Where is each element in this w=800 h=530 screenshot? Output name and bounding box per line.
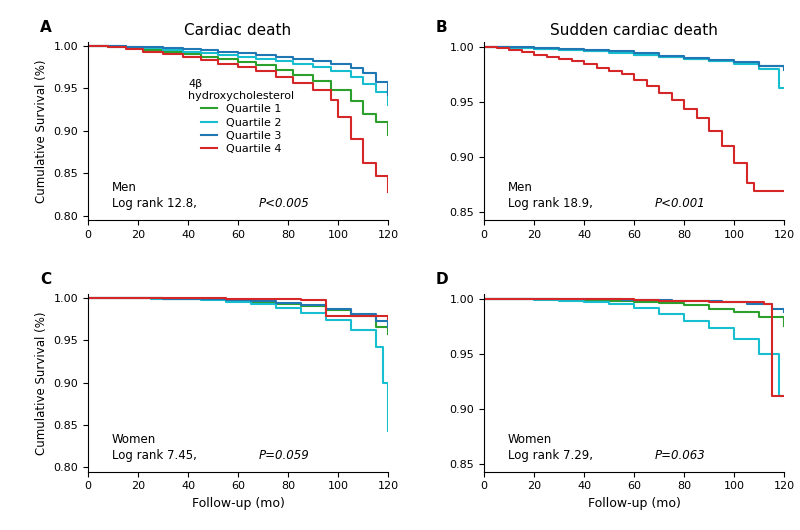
Text: P<0.001: P<0.001 bbox=[655, 197, 706, 210]
Y-axis label: Cumulative Survival (%): Cumulative Survival (%) bbox=[35, 59, 48, 203]
Text: Log rank 12.8,: Log rank 12.8, bbox=[112, 197, 197, 210]
Y-axis label: Cumulative Survival (%): Cumulative Survival (%) bbox=[35, 311, 48, 455]
Text: Women: Women bbox=[508, 432, 552, 446]
Text: D: D bbox=[436, 272, 449, 287]
Text: Log rank 18.9,: Log rank 18.9, bbox=[508, 197, 593, 210]
Text: Women: Women bbox=[112, 432, 156, 446]
Text: Log rank 7.45,: Log rank 7.45, bbox=[112, 448, 197, 462]
Text: Men: Men bbox=[508, 181, 533, 194]
X-axis label: Follow-up (mo): Follow-up (mo) bbox=[191, 497, 285, 510]
Text: P<0.005: P<0.005 bbox=[259, 197, 310, 210]
X-axis label: Follow-up (mo): Follow-up (mo) bbox=[587, 497, 681, 510]
Text: P=0.059: P=0.059 bbox=[259, 448, 310, 462]
Text: B: B bbox=[436, 20, 448, 36]
Title: Cardiac death: Cardiac death bbox=[185, 23, 291, 39]
Legend: Quartile 1, Quartile 2, Quartile 3, Quartile 4: Quartile 1, Quartile 2, Quartile 3, Quar… bbox=[183, 75, 298, 159]
Text: Log rank 7.29,: Log rank 7.29, bbox=[508, 448, 593, 462]
Text: C: C bbox=[40, 272, 51, 287]
Text: A: A bbox=[40, 20, 52, 36]
Text: Men: Men bbox=[112, 181, 137, 194]
Text: P=0.063: P=0.063 bbox=[655, 448, 706, 462]
Title: Sudden cardiac death: Sudden cardiac death bbox=[550, 23, 718, 39]
